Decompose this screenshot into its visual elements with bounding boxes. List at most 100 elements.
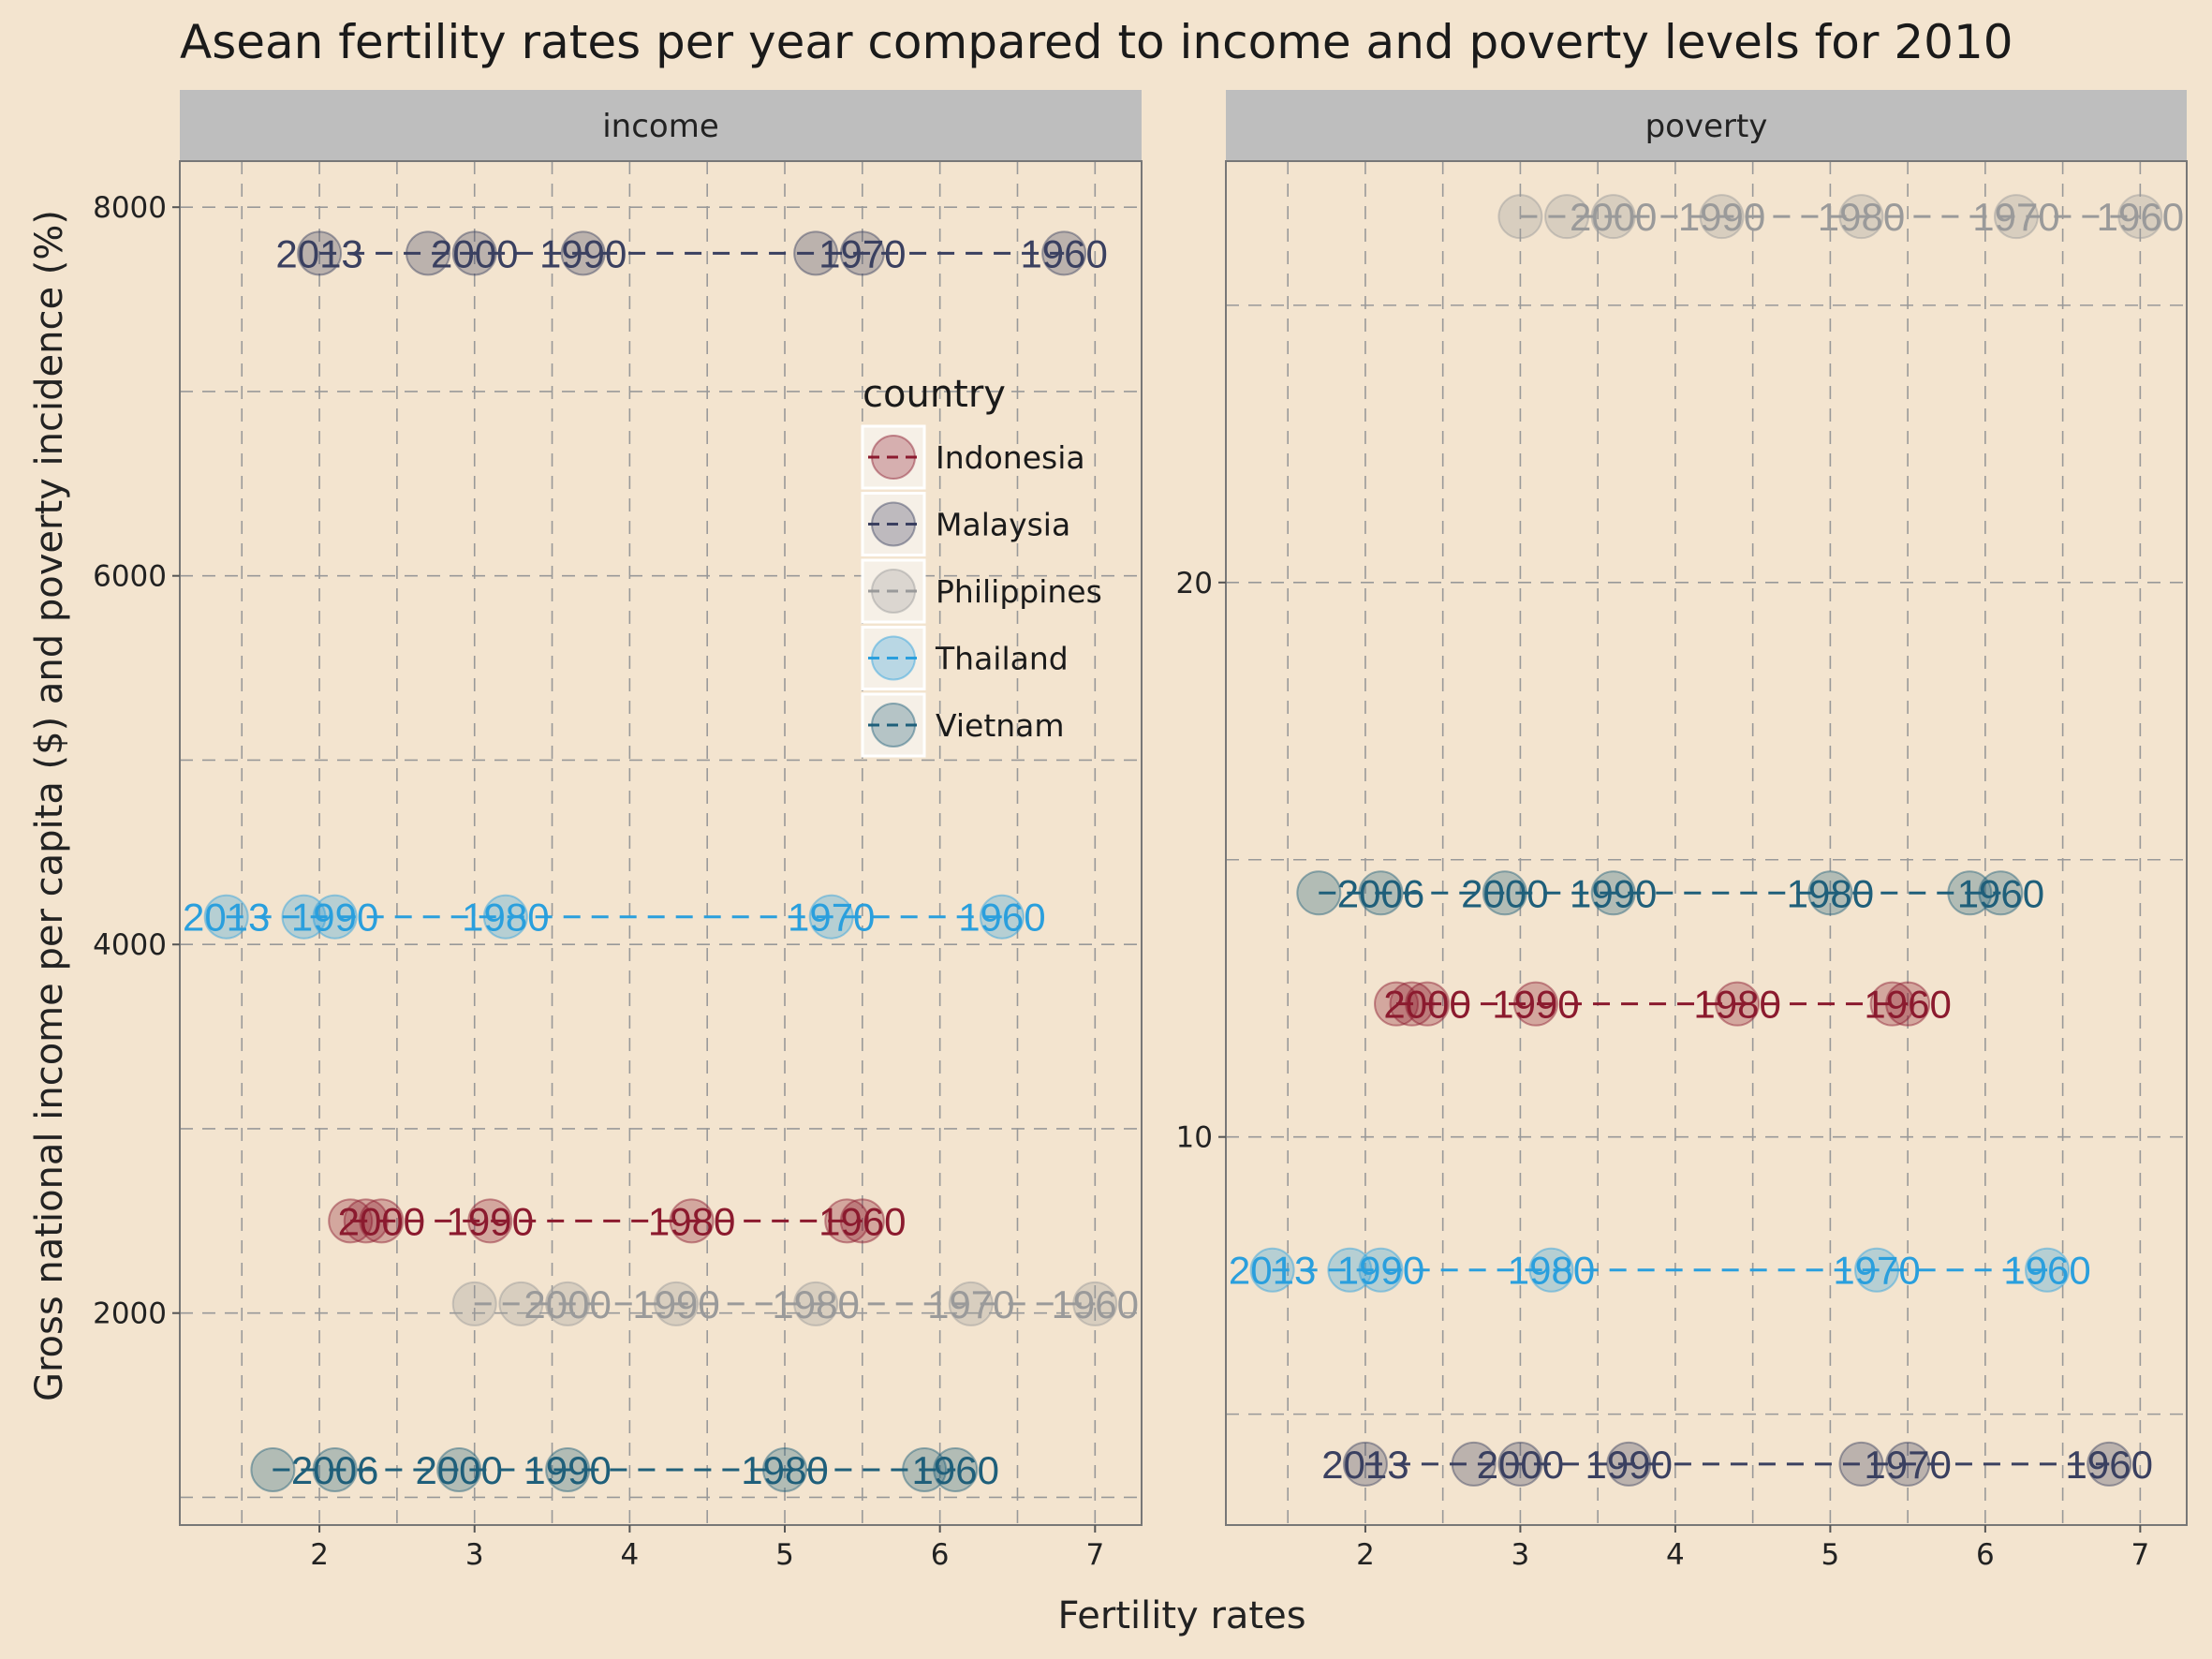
data-point bbox=[1497, 1441, 1543, 1487]
facet-strip-income bbox=[180, 90, 1142, 161]
data-point bbox=[839, 1198, 885, 1244]
point-label: 1970 bbox=[1972, 195, 2059, 239]
series-vietnam: 1960 1980 1990 2000 2006 bbox=[1296, 870, 2044, 916]
point-label: 1980 bbox=[772, 1282, 859, 1326]
point-label: 1990 bbox=[539, 231, 627, 275]
data-point bbox=[1296, 870, 1342, 916]
point-label: 1990 bbox=[291, 896, 378, 940]
point-label: 1970 bbox=[788, 896, 875, 940]
point-label: 2000 bbox=[524, 1282, 611, 1326]
legend: country Indonesia Malaysia Philippines Thail… bbox=[861, 373, 1102, 758]
point-label: 2013 bbox=[1321, 1443, 1408, 1487]
legend-entry-vietnam: Vietnam bbox=[861, 692, 1065, 758]
point-label: 2013 bbox=[183, 896, 270, 940]
data-point bbox=[1993, 194, 2039, 240]
data-point bbox=[948, 1281, 994, 1326]
data-point bbox=[297, 230, 343, 276]
series-indonesia: 1960 1980 1990 2000 bbox=[1374, 981, 1952, 1027]
data-point bbox=[498, 1281, 544, 1326]
point-label: 1980 bbox=[1508, 1249, 1595, 1293]
point-label: 1960 bbox=[912, 1448, 999, 1492]
legend-key-point bbox=[871, 635, 916, 681]
point-label: 2000 bbox=[1570, 195, 1657, 239]
data-point bbox=[902, 1446, 948, 1492]
legend-label: Philippines bbox=[936, 573, 1102, 610]
point-label: 2006 bbox=[1337, 871, 1424, 915]
x-tick-label: 2 bbox=[310, 1538, 329, 1572]
panel-income: income 2 3 4 5 6 7 2000 4000 6000 8000 1960 1970 1990… bbox=[93, 90, 1143, 1572]
data-point bbox=[1528, 1247, 1574, 1293]
point-label: 1960 bbox=[2003, 1249, 2090, 1293]
point-label: 2000 bbox=[1461, 871, 1548, 915]
legend-label: Thailand bbox=[935, 641, 1069, 677]
data-point bbox=[1885, 981, 1931, 1027]
series-philippines: 1960 1970 1980 1990 2000 bbox=[1497, 194, 2184, 240]
data-point bbox=[979, 894, 1025, 940]
point-label: 1990 bbox=[1337, 1249, 1424, 1293]
point-label: 1990 bbox=[1570, 871, 1657, 915]
point-label: 1970 bbox=[927, 1282, 1014, 1326]
point-label: 1990 bbox=[1585, 1443, 1673, 1487]
data-point bbox=[1544, 194, 1590, 240]
data-point bbox=[933, 1446, 979, 1492]
series-malaysia: 1960 1970 1990 2000 2013 bbox=[275, 230, 1108, 276]
data-point bbox=[545, 1281, 591, 1326]
legend-entry-philippines: Philippines bbox=[861, 558, 1102, 624]
data-point bbox=[203, 894, 249, 940]
point-label: 1970 bbox=[818, 231, 906, 275]
x-tick-label: 3 bbox=[465, 1538, 484, 1572]
x-tick-label: 5 bbox=[775, 1538, 794, 1572]
point-label: 1990 bbox=[1492, 983, 1579, 1027]
panel-border bbox=[179, 160, 1143, 1526]
facet-label-income: income bbox=[602, 108, 719, 145]
point-label: 1960 bbox=[958, 896, 1045, 940]
point-label: 1960 bbox=[2066, 1443, 2153, 1487]
data-point bbox=[1482, 870, 1527, 916]
series-thailand: 1960 1970 1980 1990 2013 bbox=[1229, 1247, 2091, 1293]
data-point bbox=[1606, 1441, 1652, 1487]
x-tick-label: 7 bbox=[1085, 1538, 1104, 1572]
series-indonesia: 1960 1980 1990 2000 bbox=[328, 1198, 907, 1244]
legend-key-point bbox=[871, 703, 916, 748]
data-point bbox=[1072, 1281, 1118, 1326]
y-tick-label: 20 bbox=[1176, 567, 1213, 600]
point-label: 1990 bbox=[632, 1282, 719, 1326]
data-point bbox=[2087, 1441, 2132, 1487]
x-tick-label: 4 bbox=[621, 1538, 640, 1572]
y-tick-label: 10 bbox=[1176, 1121, 1213, 1155]
data-point bbox=[1838, 194, 1884, 240]
data-point bbox=[669, 1198, 715, 1244]
data-point bbox=[1838, 1441, 1884, 1487]
point-label: 2013 bbox=[275, 231, 362, 275]
data-point bbox=[250, 1446, 296, 1492]
legend-label: Vietnam bbox=[936, 707, 1065, 744]
data-point bbox=[281, 894, 327, 940]
data-point bbox=[808, 894, 854, 940]
point-label: 1960 bbox=[1864, 983, 1951, 1027]
legend-key-point bbox=[871, 435, 916, 480]
point-label: 1970 bbox=[1833, 1249, 1920, 1293]
panels: income 2 3 4 5 6 7 2000 4000 6000 8000 1960 1970 1990… bbox=[93, 90, 2188, 1572]
series-vietnam: 1960 1980 1990 2000 2006 bbox=[250, 1446, 999, 1492]
data-point bbox=[1590, 194, 1636, 240]
data-point bbox=[312, 894, 358, 940]
data-point bbox=[839, 230, 885, 276]
point-label: 2000 bbox=[1383, 983, 1470, 1027]
point-label: 1960 bbox=[1020, 231, 1107, 275]
point-label: 2000 bbox=[415, 1448, 502, 1492]
data-point bbox=[1807, 870, 1853, 916]
data-point bbox=[1041, 230, 1087, 276]
data-point bbox=[451, 1281, 497, 1326]
legend-key-point bbox=[871, 569, 916, 614]
data-point bbox=[1947, 870, 1993, 916]
data-point bbox=[793, 1281, 839, 1326]
facet-label-poverty: poverty bbox=[1645, 108, 1768, 145]
point-label: 1980 bbox=[1693, 983, 1780, 1027]
series-malaysia: 1960 1970 1990 2000 2013 bbox=[1321, 1441, 2153, 1487]
data-point bbox=[2117, 194, 2163, 240]
data-point bbox=[1451, 1441, 1497, 1487]
data-point bbox=[1342, 1441, 1388, 1487]
data-point bbox=[1405, 981, 1451, 1027]
